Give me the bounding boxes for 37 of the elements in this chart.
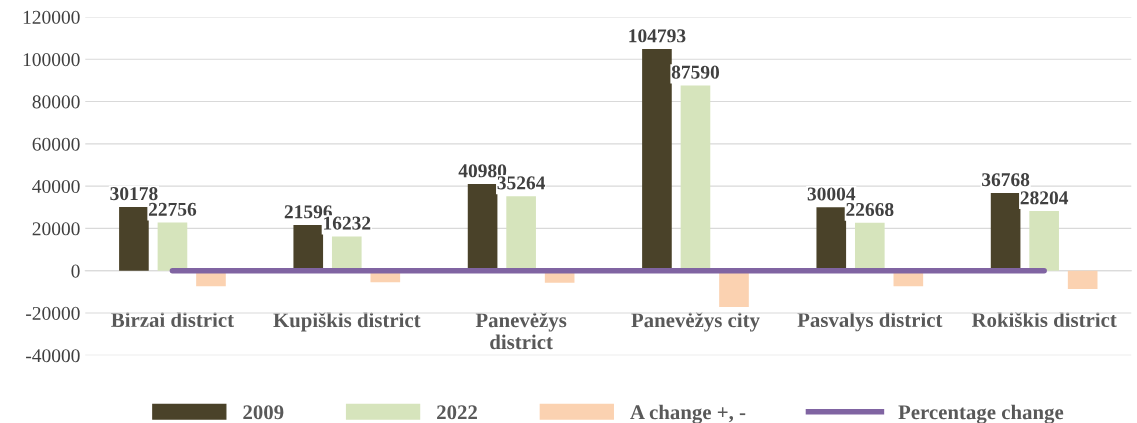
bar xyxy=(816,207,847,271)
x-tick-label: Panevėžys city xyxy=(631,312,760,332)
legend-label: A change +, - xyxy=(630,404,746,423)
x-tick-label: Birzai district xyxy=(111,312,234,328)
bar xyxy=(157,222,188,271)
data-label: 30178 xyxy=(110,187,158,201)
y-tick-label: 40000 xyxy=(32,179,80,194)
data-label: 30004 xyxy=(807,187,856,201)
data-label: 28204 xyxy=(1020,191,1069,205)
y-tick-label: 120000 xyxy=(23,10,80,24)
y-tick-label: 100000 xyxy=(23,53,80,67)
x-tick-label: Pasvalys district xyxy=(797,312,943,332)
bar xyxy=(119,206,149,271)
x-tick-label: Panevėžys district xyxy=(475,312,567,350)
bar xyxy=(680,85,711,271)
y-tick-label: 80000 xyxy=(32,95,80,109)
data-label: 104793 xyxy=(629,29,686,43)
bar xyxy=(990,192,1021,271)
legend-label: Percentage change xyxy=(898,404,1064,423)
data-label: 22756 xyxy=(148,202,197,216)
bar xyxy=(1067,270,1098,289)
data-label: 35264 xyxy=(497,176,546,190)
bar xyxy=(1029,211,1059,271)
legend-label: 2022 xyxy=(437,405,477,420)
legend-label: 2009 xyxy=(243,405,284,420)
y-tick-label: -40000 xyxy=(26,349,80,363)
y-tick-label: 20000 xyxy=(32,222,80,236)
data-label: 40980 xyxy=(458,164,507,178)
bar xyxy=(854,222,885,271)
data-label: 87590 xyxy=(671,65,720,79)
y-tick-label: 0 xyxy=(71,264,80,278)
x-tick-label: Kupiškis district xyxy=(273,312,421,332)
data-label: 36768 xyxy=(982,173,1030,187)
y-tick-label: 60000 xyxy=(32,137,80,151)
y-tick-label: -20000 xyxy=(26,306,80,320)
data-label: 22668 xyxy=(846,202,894,217)
x-tick-label: Rokiškis district xyxy=(971,312,1117,328)
